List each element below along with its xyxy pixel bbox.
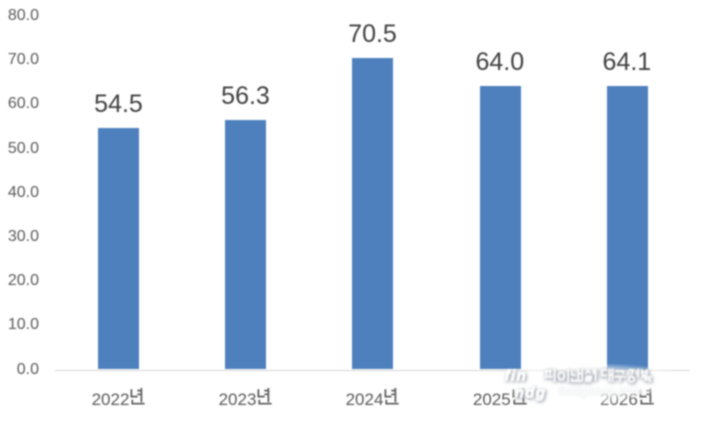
svg-text:findgnews.com: findgnews.com — [559, 386, 643, 398]
svg-text:fin: fin — [506, 368, 529, 385]
svg-text:ndg: ndg — [516, 385, 548, 402]
svg-text:fin: fin — [505, 367, 528, 384]
svg-text:ndg: ndg — [515, 384, 547, 401]
svg-text:findgnews.com: findgnews.com — [558, 385, 642, 397]
